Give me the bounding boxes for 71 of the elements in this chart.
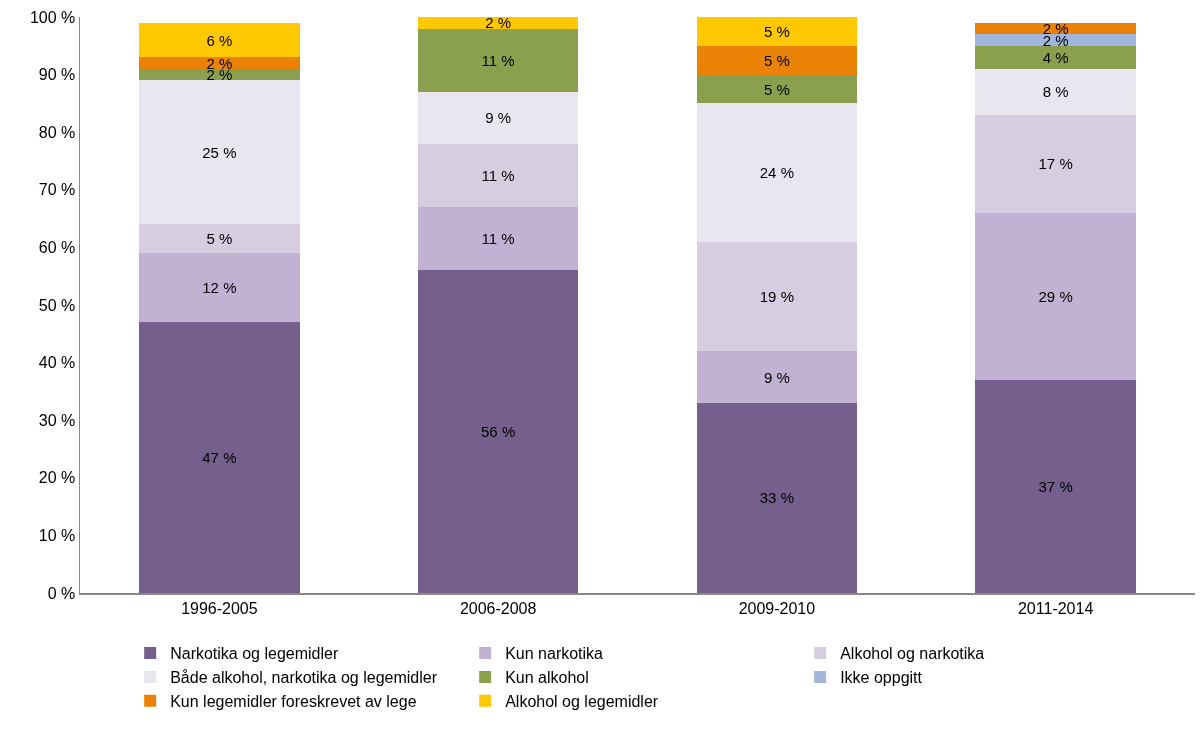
data-label: 11 % (481, 51, 515, 69)
y-tick-label: 20 % (38, 469, 76, 487)
data-label: 11 % (481, 166, 515, 184)
data-label: 33 % (759, 489, 794, 507)
bar (975, 45, 1136, 69)
legend-label: Ikke oppgitt (840, 669, 923, 687)
y-tick-label: 70 % (38, 181, 76, 199)
bar (417, 270, 579, 593)
data-label: 11 % (481, 230, 515, 248)
bar (696, 103, 858, 242)
data-label: 4 % (1042, 48, 1069, 66)
y-tick-label: 100 % (29, 8, 76, 26)
data-label: 56 % (481, 423, 516, 441)
legend-label: Alkohol og legemidler (505, 692, 659, 710)
bar (696, 351, 858, 403)
bar (696, 17, 858, 46)
bar (139, 80, 300, 225)
y-tick-label: 40 % (38, 354, 76, 372)
data-label: 5 % (763, 22, 790, 40)
y-tick-label: 0 % (47, 584, 76, 602)
bar (696, 402, 858, 593)
bar (975, 34, 1136, 46)
data-label: 24 % (759, 164, 794, 182)
y-tick-label: 90 % (38, 66, 76, 84)
y-tick-label: 50 % (38, 296, 76, 314)
data-label: 5 % (763, 51, 790, 69)
data-label: 8 % (1042, 83, 1069, 101)
x-tick-label: 2009-2010 (738, 599, 816, 617)
bar (139, 224, 300, 254)
legend-label: Alkohol og narkotika (840, 645, 985, 663)
bar (417, 17, 579, 29)
data-label: 2 % (485, 14, 512, 32)
data-label: 12 % (202, 279, 237, 297)
legend-label: Kun alkohol (505, 669, 589, 687)
data-label: 9 % (485, 109, 512, 127)
data-label: 5 % (763, 80, 790, 98)
bar (417, 207, 579, 271)
legend-label: Narkotika og legemidler (170, 645, 339, 663)
bar (417, 91, 579, 144)
bar (696, 74, 858, 104)
data-label: 17 % (1038, 155, 1073, 173)
bar (139, 322, 300, 593)
data-label: 37 % (1038, 477, 1073, 495)
bar (696, 45, 858, 75)
bar (139, 57, 300, 69)
y-tick-label: 30 % (38, 411, 76, 429)
bar (696, 241, 858, 352)
bar (975, 212, 1136, 380)
data-label: 5 % (206, 230, 233, 248)
x-tick-label: 2006-2008 (459, 599, 537, 617)
data-label: 6 % (206, 31, 233, 49)
data-label: 19 % (759, 287, 794, 305)
bar (975, 379, 1136, 593)
y-tick-label: 80 % (38, 123, 76, 141)
bar (417, 28, 579, 92)
y-tick-label: 60 % (38, 239, 76, 256)
bar (417, 143, 579, 208)
data-label: 25 % (202, 143, 237, 161)
legend-label: Både alkohol, narkotika og legemidler (170, 669, 438, 687)
legend-label: Kun narkotika (505, 645, 604, 663)
legend-label: Kun legemidler foreskrevet av lege (170, 692, 417, 710)
x-tick-label: 2011-2014 (1017, 599, 1094, 617)
bar (139, 253, 300, 323)
data-label: 9 % (763, 368, 790, 386)
bar (975, 114, 1136, 213)
data-label: 29 % (1038, 287, 1073, 305)
x-tick-label: 1996-2005 (181, 599, 258, 617)
y-tick-label: 10 % (38, 527, 76, 544)
bar (139, 22, 300, 58)
bar (975, 68, 1136, 115)
data-label: 47 % (202, 449, 237, 467)
